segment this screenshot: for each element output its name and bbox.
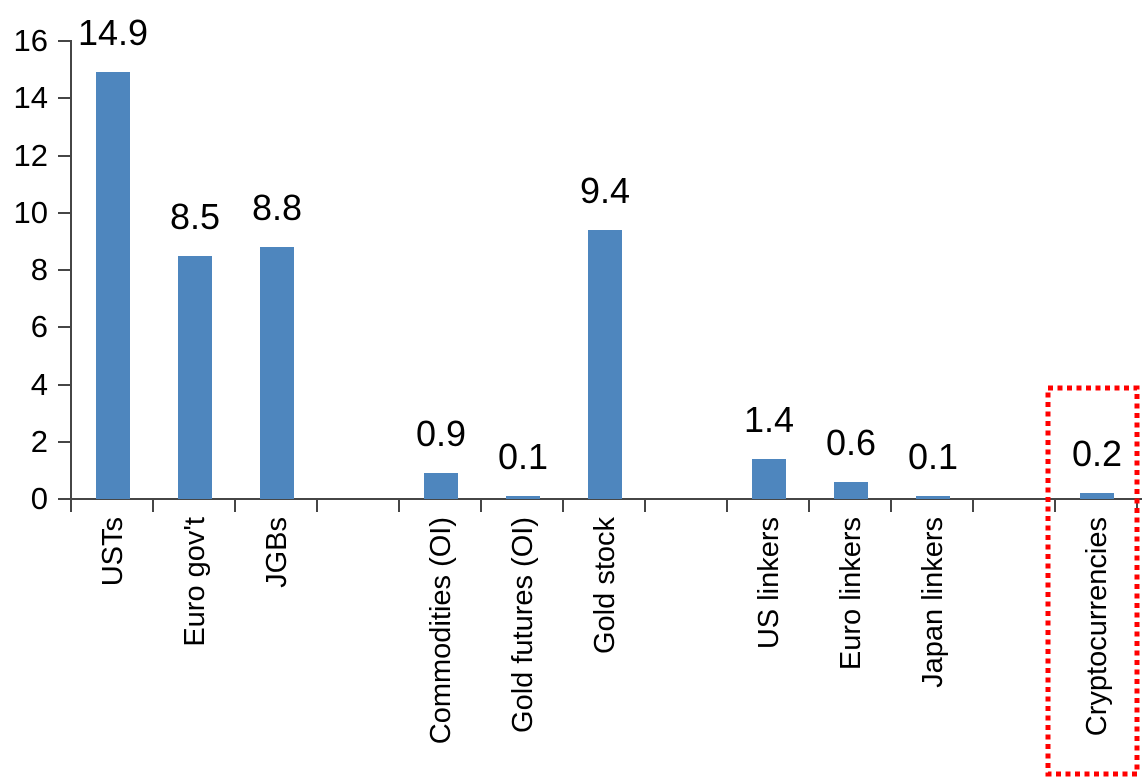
bar-usts <box>96 72 130 499</box>
y-axis-tick <box>58 383 72 386</box>
y-axis-tick-label: 2 <box>30 423 48 459</box>
bar-jgbs <box>260 247 294 499</box>
bar-commodities-oi <box>424 473 458 499</box>
bar-euro-linkers <box>834 481 868 499</box>
y-axis-tick-label: 8 <box>30 252 48 287</box>
y-axis-tick <box>58 211 72 214</box>
value-label-euro-linkers: 0.6 <box>825 421 877 463</box>
x-axis-tick <box>562 499 564 512</box>
highlight-box <box>1045 385 1140 777</box>
x-axis-tick <box>972 499 974 512</box>
highlight-box-border <box>1045 385 1140 777</box>
y-axis-tick-label: 10 <box>13 194 48 230</box>
bar-us-linkers <box>752 458 786 499</box>
y-axis-tick <box>58 326 72 329</box>
value-label-gold-stock: 9.4 <box>579 169 631 211</box>
y-axis-tick <box>58 154 72 157</box>
x-axis-tick <box>234 499 236 512</box>
category-label-euro-linkers: Euro linkers <box>835 517 867 671</box>
y-axis-tick <box>58 269 72 271</box>
bar-euro-gov-t <box>178 255 212 499</box>
bar-japan-linkers <box>916 496 950 499</box>
y-axis-tick-label: 12 <box>13 137 48 173</box>
value-label-gold-futures-oi: 0.1 <box>497 436 549 478</box>
x-axis-tick <box>726 499 728 512</box>
value-label-cryptocurrencies: 0.2 <box>1071 433 1123 475</box>
y-axis-tick-label: 4 <box>30 366 48 402</box>
category-label-gold-stock: Gold stock <box>589 517 621 654</box>
bar-gold-futures-oi <box>506 496 540 499</box>
x-axis-tick <box>890 499 892 512</box>
x-axis-tick <box>152 499 154 512</box>
value-label-japan-linkers: 0.1 <box>907 436 959 478</box>
y-axis-tick <box>58 97 72 100</box>
x-axis-tick <box>808 499 810 512</box>
value-label-commodities-oi: 0.9 <box>415 413 467 455</box>
bar-cryptocurrencies <box>1080 493 1114 499</box>
category-label-japan-linkers: Japan linkers <box>917 517 949 688</box>
x-axis-tick <box>644 499 646 512</box>
x-axis-tick <box>480 499 482 512</box>
y-axis-tick <box>58 40 72 42</box>
y-axis-tick-label: 16 <box>13 23 48 58</box>
y-axis-tick-label: 0 <box>30 481 48 516</box>
y-axis-line <box>70 41 72 512</box>
x-axis-line <box>70 498 1142 500</box>
value-label-jgbs: 8.8 <box>251 187 303 229</box>
x-axis-tick <box>398 499 400 512</box>
bar-gold-stock <box>588 229 622 499</box>
y-axis-tick <box>58 498 72 500</box>
value-label-us-linkers: 1.4 <box>743 398 795 440</box>
category-label-jgbs: JGBs <box>261 517 293 588</box>
y-axis-tick <box>58 440 72 443</box>
category-label-us-linkers: US linkers <box>753 517 785 650</box>
x-axis-tick <box>316 499 318 512</box>
category-label-commodities-oi: Commodities (OI) <box>425 517 457 745</box>
y-axis-tick-label: 14 <box>13 80 48 116</box>
value-label-usts: 14.9 <box>77 12 149 54</box>
category-label-usts: USTs <box>97 517 129 587</box>
y-axis-tick-label: 6 <box>30 309 48 345</box>
category-label-gold-futures-oi: Gold futures (OI) <box>507 517 539 733</box>
value-label-euro-gov-t: 8.5 <box>169 195 221 237</box>
x-axis-tick <box>1054 499 1056 512</box>
x-axis-tick <box>1136 499 1138 512</box>
x-axis-tick <box>70 499 72 512</box>
category-label-euro-gov-t: Euro gov't <box>179 517 211 647</box>
